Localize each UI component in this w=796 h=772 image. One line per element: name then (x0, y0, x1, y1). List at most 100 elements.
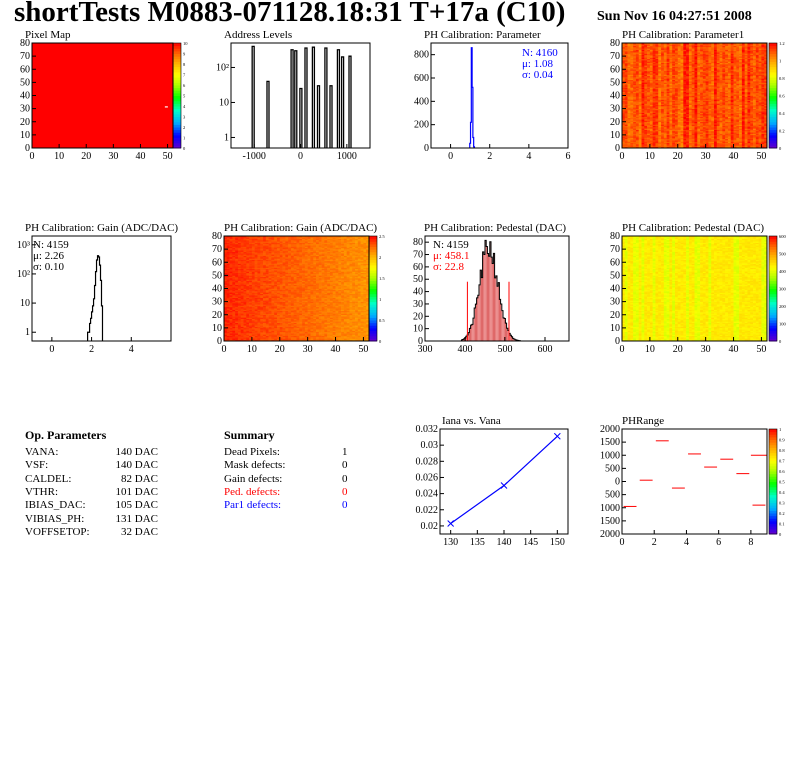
heatmap-cell (725, 106, 729, 108)
heatmap-cell (688, 90, 693, 92)
heatmap-cell (708, 60, 712, 62)
heatmap-cell (647, 119, 651, 121)
heatmap-cell (649, 116, 653, 119)
heatmap-cell (702, 133, 706, 136)
heatmap-cell (229, 238, 233, 241)
x-tick-label: 40 (135, 151, 145, 162)
heatmap-cell (226, 284, 230, 287)
heatmap-cell (635, 92, 640, 95)
heatmap-cell (686, 45, 690, 48)
heatmap-cell (739, 99, 743, 102)
heatmap-cell (719, 66, 723, 69)
heatmap-cell (672, 102, 676, 104)
heatmap-cell (700, 136, 704, 138)
heatmap-cell (686, 103, 690, 105)
heatmap-cell (727, 58, 732, 61)
heatmap-cell (739, 87, 743, 90)
heatmap-cell (747, 85, 751, 87)
heatmap-cell (638, 50, 642, 53)
heatmap-cell (638, 144, 642, 146)
heatmap-cell (764, 121, 768, 124)
heatmap-cell (686, 113, 690, 116)
heatmap-cell (627, 140, 631, 142)
heatmap-cell (624, 67, 628, 70)
heatmap-cell (635, 124, 640, 126)
heatmap-cell (733, 94, 737, 96)
heatmap-cell (691, 99, 695, 102)
heatmap-cell (755, 83, 759, 86)
heatmap-cell (722, 138, 726, 141)
heatmap-cell (758, 44, 762, 46)
heatmap-cell (232, 295, 236, 297)
heatmap-cell (764, 113, 768, 116)
heatmap-cell (730, 75, 734, 78)
heatmap-cell (638, 116, 642, 119)
heatmap-cell (686, 70, 690, 73)
heatmap-cell (652, 140, 656, 142)
heatmap-cell (633, 116, 637, 119)
heatmap-cell (630, 87, 634, 90)
heatmap-cell (669, 100, 673, 103)
heatmap-cell (649, 132, 653, 134)
y-tick-label: 60 (610, 64, 620, 75)
heatmap-cell (683, 58, 687, 61)
heatmap-cell (747, 82, 751, 84)
heatmap-cell (705, 81, 709, 83)
heatmap-cell (647, 116, 651, 119)
heatmap-cell (694, 124, 698, 126)
heatmap-cell (727, 83, 732, 86)
stat-sigma: σ: 0.10 (33, 261, 64, 273)
heatmap-cell (235, 283, 239, 285)
heatmap-cell (686, 106, 690, 108)
heatmap-cell (725, 102, 729, 104)
heatmap-cell (641, 70, 645, 73)
heatmap-cell (226, 237, 230, 239)
heatmap-cell (655, 74, 659, 77)
heatmap-cell (761, 49, 765, 52)
x-tick-label: 0 (448, 151, 453, 162)
heatmap-cell (727, 146, 732, 149)
heatmap-cell (727, 136, 732, 138)
heatmap-cell (624, 44, 628, 46)
heatmap-cell (627, 136, 631, 138)
heatmap-cell (641, 115, 645, 117)
heatmap-cell (680, 124, 684, 126)
heatmap-cell (229, 313, 233, 316)
heatmap-cell (630, 65, 634, 67)
heatmap-cell (702, 52, 706, 54)
heatmap-cell (652, 119, 656, 121)
heatmap-cell (747, 103, 751, 105)
heatmap-cell (224, 283, 228, 285)
heatmap-cell (680, 128, 684, 130)
heatmap-cell (674, 75, 679, 78)
heatmap-cell (226, 310, 230, 313)
heatmap-cell (243, 338, 247, 340)
heatmap-cell (716, 49, 720, 52)
heatmap-cell (240, 305, 244, 308)
heatmap-cell (677, 146, 681, 149)
heatmap-cell (753, 108, 757, 111)
heatmap-cell (666, 107, 670, 109)
heatmap-cell (758, 61, 762, 63)
heatmap-cell (677, 121, 681, 124)
heatmap-cell (677, 112, 681, 115)
heatmap-cell (764, 116, 768, 119)
heatmap-cell (622, 58, 626, 61)
heatmap-cell (683, 103, 687, 105)
heatmap-cell (753, 86, 757, 88)
heatmap-cell (240, 312, 244, 314)
heatmap-cell (226, 293, 230, 296)
heatmap-cell (688, 66, 693, 69)
heatmap-cell (727, 132, 732, 134)
heatmap-cell (741, 83, 745, 86)
heatmap-cell (680, 46, 684, 49)
heatmap-cell (683, 75, 687, 78)
heatmap-cell (758, 136, 762, 138)
heatmap-cell (627, 87, 631, 90)
heatmap-cell (649, 111, 653, 113)
heatmap-cell (663, 83, 667, 86)
heatmap-cell (655, 120, 659, 123)
heatmap-cell (624, 102, 628, 104)
heatmap-cell (708, 45, 712, 48)
heatmap-cell (630, 104, 634, 107)
